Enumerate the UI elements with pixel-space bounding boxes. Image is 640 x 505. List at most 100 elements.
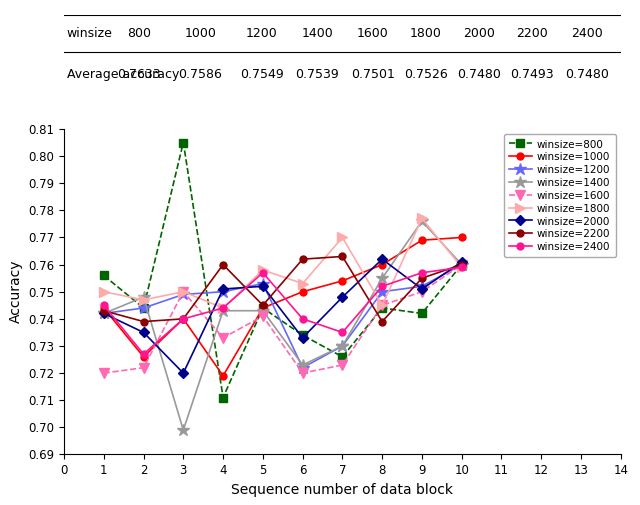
winsize=1600	[140, 365, 147, 371]
winsize=1600	[100, 370, 108, 376]
Text: 1200: 1200	[246, 27, 278, 40]
Text: 0.7539: 0.7539	[296, 68, 339, 81]
winsize=2000	[418, 286, 426, 292]
Line: winsize=1200: winsize=1200	[97, 259, 468, 374]
winsize=2000	[458, 259, 465, 265]
Text: 0.7526: 0.7526	[404, 68, 448, 81]
Text: 0.7633: 0.7633	[117, 68, 161, 81]
winsize=1200	[339, 343, 346, 349]
winsize=1400	[220, 308, 227, 314]
winsize=2400	[378, 283, 386, 289]
winsize=1600	[220, 335, 227, 341]
winsize=800	[220, 394, 227, 400]
Line: winsize=800: winsize=800	[100, 138, 466, 401]
winsize=1000	[299, 289, 307, 295]
winsize=2200	[220, 262, 227, 268]
winsize=1400	[418, 218, 426, 224]
Line: winsize=1000: winsize=1000	[100, 234, 465, 379]
winsize=2400	[140, 351, 147, 357]
Text: 1600: 1600	[357, 27, 389, 40]
winsize=1400	[259, 308, 267, 314]
winsize=1400	[140, 294, 147, 300]
winsize=1400	[378, 275, 386, 281]
winsize=1800	[179, 289, 187, 295]
winsize=800	[418, 311, 426, 317]
winsize=2200	[299, 256, 307, 262]
winsize=1200	[100, 311, 108, 317]
winsize=1400	[458, 262, 465, 268]
Text: 1400: 1400	[301, 27, 333, 40]
Text: 2000: 2000	[463, 27, 495, 40]
Y-axis label: Accuracy: Accuracy	[8, 260, 22, 324]
winsize=2400	[100, 302, 108, 309]
winsize=2400	[299, 316, 307, 322]
Text: 1800: 1800	[410, 27, 442, 40]
Text: 0.7480: 0.7480	[566, 68, 609, 81]
winsize=1200	[140, 305, 147, 311]
winsize=1800	[100, 289, 108, 295]
winsize=1400	[179, 427, 187, 433]
winsize=800	[299, 332, 307, 338]
winsize=1000	[140, 354, 147, 360]
winsize=1000	[100, 305, 108, 311]
winsize=1200	[378, 289, 386, 295]
winsize=1600	[179, 289, 187, 295]
X-axis label: Sequence number of data block: Sequence number of data block	[232, 483, 453, 497]
Line: winsize=2000: winsize=2000	[100, 256, 465, 377]
winsize=2200	[418, 275, 426, 281]
winsize=1200	[259, 281, 267, 287]
winsize=2200	[378, 319, 386, 325]
Text: 0.7493: 0.7493	[510, 68, 554, 81]
Line: winsize=2200: winsize=2200	[100, 253, 465, 325]
Text: winsize: winsize	[67, 27, 113, 40]
winsize=2000	[339, 294, 346, 300]
winsize=2000	[100, 311, 108, 317]
winsize=1600	[299, 370, 307, 376]
winsize=1800	[418, 216, 426, 222]
Text: 0.7586: 0.7586	[179, 68, 222, 81]
Line: winsize=1600: winsize=1600	[99, 260, 467, 378]
winsize=2000	[378, 256, 386, 262]
winsize=1000	[458, 234, 465, 240]
winsize=1000	[259, 305, 267, 311]
winsize=1800	[458, 264, 465, 270]
winsize=1400	[299, 362, 307, 368]
winsize=1800	[339, 234, 346, 240]
Line: winsize=1400: winsize=1400	[97, 215, 468, 436]
winsize=2000	[140, 329, 147, 335]
winsize=2200	[259, 302, 267, 309]
winsize=1000	[418, 237, 426, 243]
Text: 800: 800	[127, 27, 151, 40]
winsize=1200	[418, 283, 426, 289]
winsize=800	[140, 305, 147, 311]
winsize=1200	[179, 291, 187, 297]
winsize=2200	[100, 308, 108, 314]
winsize=2400	[220, 305, 227, 311]
Text: 0.7480: 0.7480	[457, 68, 500, 81]
winsize=1200	[458, 262, 465, 268]
Line: winsize=2400: winsize=2400	[100, 264, 465, 358]
Text: 0.7549: 0.7549	[240, 68, 284, 81]
Text: 1000: 1000	[184, 27, 216, 40]
winsize=1000	[179, 316, 187, 322]
winsize=1800	[299, 281, 307, 287]
winsize=1000	[220, 373, 227, 379]
winsize=1800	[140, 297, 147, 303]
winsize=800	[458, 262, 465, 268]
Text: Average accuracy: Average accuracy	[67, 68, 179, 81]
winsize=2400	[339, 329, 346, 335]
Line: winsize=1800: winsize=1800	[99, 214, 467, 313]
winsize=1600	[418, 289, 426, 295]
winsize=2400	[259, 270, 267, 276]
winsize=1600	[458, 262, 465, 268]
winsize=800	[179, 139, 187, 145]
winsize=1600	[339, 362, 346, 368]
Text: 2200: 2200	[516, 27, 548, 40]
winsize=2400	[418, 270, 426, 276]
winsize=1400	[339, 343, 346, 349]
winsize=800	[259, 305, 267, 311]
winsize=2400	[179, 316, 187, 322]
winsize=2000	[179, 370, 187, 376]
winsize=800	[378, 305, 386, 311]
winsize=800	[339, 354, 346, 360]
